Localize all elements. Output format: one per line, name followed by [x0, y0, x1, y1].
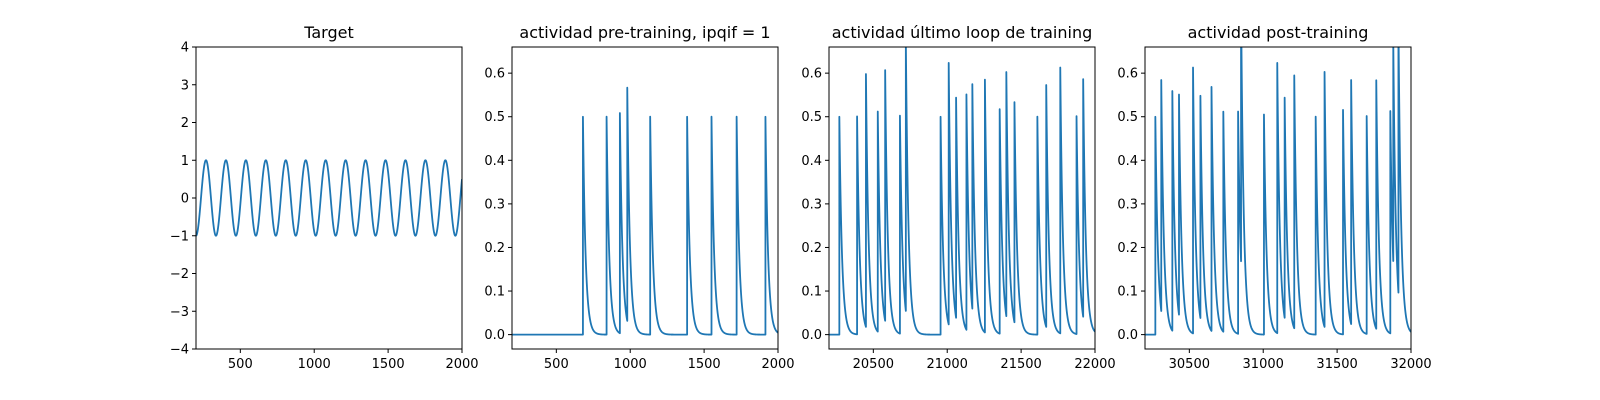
axes-frame [1144, 46, 1412, 350]
axes-frame [511, 46, 779, 350]
y-tick-label: 0.1 [484, 285, 505, 300]
y-tick-label: 4 [181, 41, 189, 56]
x-tick-label: 500 [228, 357, 253, 372]
x-tick-label: 31000 [1243, 357, 1284, 372]
x-tick-label: 1500 [688, 357, 721, 372]
x-tick-label: 500 [544, 357, 569, 372]
y-tick-label: 0.5 [801, 110, 822, 125]
x-tick-label: 21000 [927, 357, 968, 372]
x-tick-label: 30500 [1169, 357, 1210, 372]
y-tick-label: 3 [181, 78, 189, 93]
x-tick-label: 2000 [445, 357, 478, 372]
y-tick-label: 0.4 [1117, 154, 1138, 169]
series-line [829, 47, 1095, 336]
y-tick-label: 0.6 [801, 67, 822, 82]
axes-frame [828, 46, 1096, 350]
y-tick-label: 0.0 [1117, 328, 1138, 343]
x-tick-label: 31500 [1316, 357, 1357, 372]
x-tick-label: 1000 [298, 357, 331, 372]
subplot-1: Target 500 1000 1500 2000 −4 −3 −2 −1 0 1 2 3 4 [170, 23, 479, 372]
x-tick-label: 1000 [614, 357, 647, 372]
y-tick-label: 0.6 [1117, 67, 1138, 82]
y-tick-label: 0.1 [801, 285, 822, 300]
subplot-4: actividad post-training 30500 31000 31500 32… [1117, 23, 1431, 372]
y-tick-label: 0.2 [484, 241, 505, 256]
y-tick-label: 0 [181, 192, 189, 207]
x-tick-label: 32000 [1390, 357, 1431, 372]
y-tick-label: 0.3 [801, 197, 822, 212]
subplot-2: actividad pre-training, ipqif = 1 500 1000… [484, 23, 794, 372]
y-tick-label: 0.1 [1117, 285, 1138, 300]
y-tick-label: 0.2 [801, 241, 822, 256]
y-tick-label: 0.0 [484, 328, 505, 343]
y-tick-label: −1 [170, 229, 189, 244]
y-tick-label: −4 [170, 343, 189, 358]
series-line [1145, 47, 1411, 336]
y-tick-label: −3 [170, 305, 189, 320]
series-line [512, 86, 778, 336]
series-line [196, 159, 462, 237]
x-tick-label: 22000 [1074, 357, 1115, 372]
y-tick-label: 0.5 [484, 110, 505, 125]
y-tick-label: 0.5 [1117, 110, 1138, 125]
y-tick-label: 0.2 [1117, 241, 1138, 256]
axes-frame [195, 46, 463, 350]
x-tick-label: 21500 [1000, 357, 1041, 372]
y-tick-label: 0.3 [484, 197, 505, 212]
subplot-title: Target [303, 23, 354, 42]
y-tick-label: 0.4 [801, 154, 822, 169]
x-tick-label: 2000 [761, 357, 794, 372]
x-tick-label: 20500 [853, 357, 894, 372]
y-tick-label: 0.3 [1117, 197, 1138, 212]
y-tick-label: 2 [181, 116, 189, 131]
x-tick-label: 1500 [372, 357, 405, 372]
y-tick-label: 1 [181, 154, 189, 169]
subplot-3: actividad último loop de training 20500 21… [801, 23, 1115, 372]
subplot-title: actividad último loop de training [832, 23, 1093, 42]
y-tick-label: 0.4 [484, 154, 505, 169]
y-tick-label: 0.0 [801, 328, 822, 343]
y-tick-label: 0.6 [484, 67, 505, 82]
subplot-title: actividad pre-training, ipqif = 1 [519, 23, 770, 42]
subplot-title: actividad post-training [1188, 23, 1369, 42]
y-tick-label: −2 [170, 267, 189, 282]
